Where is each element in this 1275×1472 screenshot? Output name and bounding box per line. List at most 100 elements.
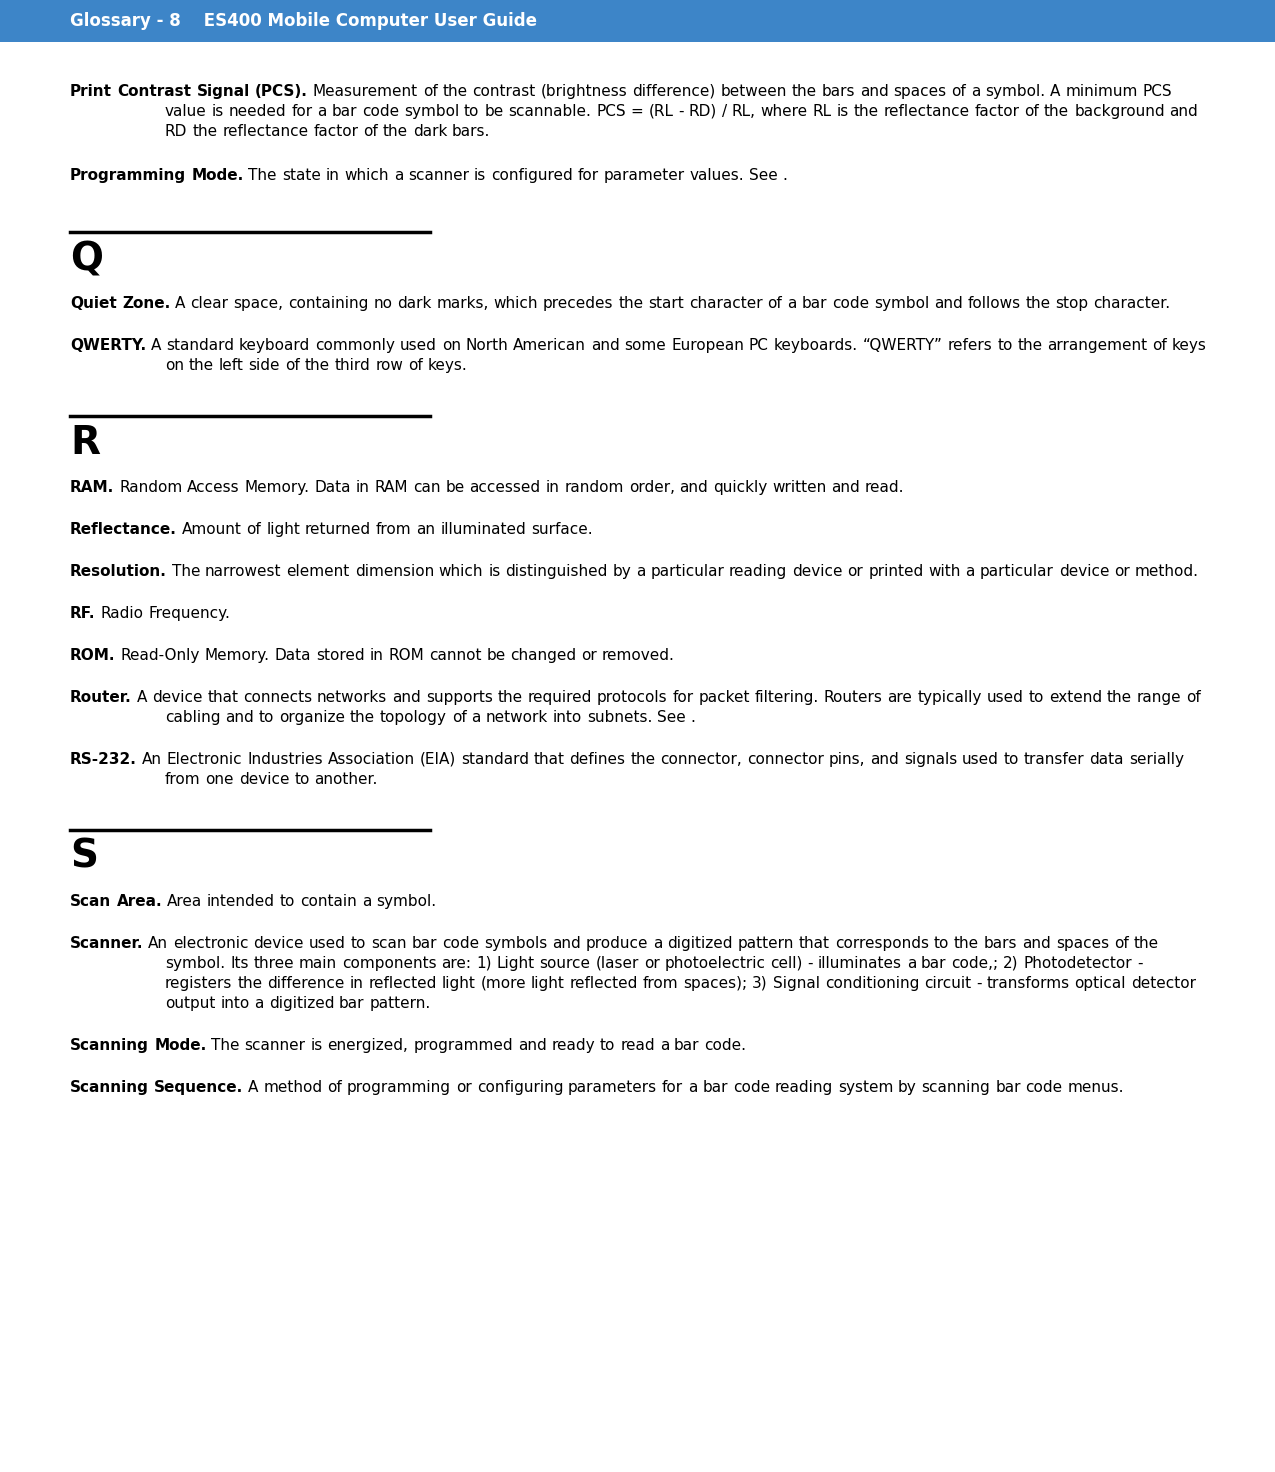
Text: side: side — [249, 358, 280, 372]
Text: code,;: code,; — [951, 955, 998, 972]
Text: Reflectance.: Reflectance. — [70, 523, 177, 537]
Text: of: of — [951, 84, 966, 99]
Text: configured: configured — [491, 168, 572, 183]
Text: Photodetector: Photodetector — [1024, 955, 1132, 972]
Text: ready: ready — [552, 1038, 595, 1052]
Text: a: a — [472, 710, 481, 726]
Text: element: element — [287, 564, 349, 578]
Text: components: components — [342, 955, 436, 972]
Text: value: value — [164, 105, 207, 119]
Text: from: from — [164, 771, 200, 788]
Text: reflected: reflected — [570, 976, 638, 991]
Text: Print: Print — [70, 84, 112, 99]
Text: contain: contain — [300, 894, 357, 910]
Text: Memory.: Memory. — [204, 648, 269, 662]
Text: The: The — [212, 1038, 240, 1052]
Text: of: of — [1025, 105, 1039, 119]
Text: is: is — [836, 105, 849, 119]
Text: bar: bar — [339, 997, 365, 1011]
Text: into: into — [221, 997, 250, 1011]
Text: between: between — [720, 84, 787, 99]
Text: or: or — [848, 564, 863, 578]
Text: optical: optical — [1075, 976, 1126, 991]
Text: parameters: parameters — [567, 1080, 657, 1095]
Text: Electronic: Electronic — [167, 752, 242, 767]
Text: commonly: commonly — [315, 339, 395, 353]
Text: distinguished: distinguished — [505, 564, 608, 578]
Text: scanner: scanner — [408, 168, 469, 183]
Text: code: code — [362, 105, 399, 119]
Text: filtering.: filtering. — [755, 690, 819, 705]
Text: .: . — [691, 710, 696, 726]
Text: serially: serially — [1128, 752, 1183, 767]
Text: some: some — [625, 339, 667, 353]
Text: the: the — [854, 105, 878, 119]
Text: bars.: bars. — [453, 124, 491, 138]
Text: a: a — [965, 564, 975, 578]
Text: European: European — [671, 339, 745, 353]
Text: Association: Association — [328, 752, 414, 767]
Text: (more: (more — [481, 976, 525, 991]
Text: and: and — [870, 752, 899, 767]
Text: code.: code. — [704, 1038, 746, 1052]
Text: stored: stored — [316, 648, 365, 662]
Text: transfer: transfer — [1024, 752, 1085, 767]
Text: be: be — [486, 648, 505, 662]
Text: stop: stop — [1056, 296, 1089, 311]
Text: cell): cell) — [770, 955, 803, 972]
Text: left: left — [219, 358, 244, 372]
Text: is: is — [311, 1038, 323, 1052]
Text: to: to — [295, 771, 310, 788]
Text: by: by — [612, 564, 631, 578]
Text: difference): difference) — [632, 84, 715, 99]
Text: marks,: marks, — [436, 296, 488, 311]
Text: packet: packet — [699, 690, 750, 705]
Text: dark: dark — [413, 124, 448, 138]
Text: on: on — [441, 339, 460, 353]
Text: and: and — [1023, 936, 1051, 951]
Text: contrast: contrast — [472, 84, 536, 99]
Text: bars: bars — [984, 936, 1017, 951]
Text: start: start — [649, 296, 685, 311]
Text: dimension: dimension — [354, 564, 434, 578]
Text: to: to — [601, 1038, 616, 1052]
Text: electronic: electronic — [173, 936, 249, 951]
Text: Contrast: Contrast — [117, 84, 191, 99]
Text: scanner: scanner — [245, 1038, 306, 1052]
Text: which: which — [344, 168, 389, 183]
Text: Measurement: Measurement — [312, 84, 418, 99]
Text: which: which — [439, 564, 483, 578]
Text: dark: dark — [398, 296, 432, 311]
Text: can: can — [413, 480, 441, 495]
Text: Quiet: Quiet — [70, 296, 117, 311]
Text: RL,: RL, — [732, 105, 756, 119]
Text: symbol.: symbol. — [376, 894, 436, 910]
Text: RD: RD — [164, 124, 187, 138]
Text: the: the — [1107, 690, 1132, 705]
Text: Industries: Industries — [247, 752, 323, 767]
Text: which: which — [493, 296, 538, 311]
Text: written: written — [773, 480, 826, 495]
Text: the: the — [792, 84, 816, 99]
Text: ROM: ROM — [388, 648, 423, 662]
Text: output: output — [164, 997, 215, 1011]
Text: the: the — [1017, 339, 1043, 353]
Text: keyboard: keyboard — [240, 339, 310, 353]
Text: to: to — [259, 710, 274, 726]
Text: RF.: RF. — [70, 606, 96, 621]
Text: A: A — [175, 296, 185, 311]
Text: minimum: minimum — [1066, 84, 1139, 99]
Text: for: for — [291, 105, 312, 119]
Text: scanning: scanning — [922, 1080, 991, 1095]
Text: arrangement: arrangement — [1047, 339, 1148, 353]
Text: Read-Only: Read-Only — [120, 648, 200, 662]
Text: North: North — [465, 339, 509, 353]
Text: that: that — [534, 752, 565, 767]
Text: particular: particular — [980, 564, 1053, 578]
Text: of: of — [246, 523, 261, 537]
Text: a: a — [688, 1080, 697, 1095]
Text: Access: Access — [187, 480, 240, 495]
Text: Router.: Router. — [70, 690, 131, 705]
Text: returned: returned — [305, 523, 371, 537]
Text: Scanning: Scanning — [70, 1080, 149, 1095]
